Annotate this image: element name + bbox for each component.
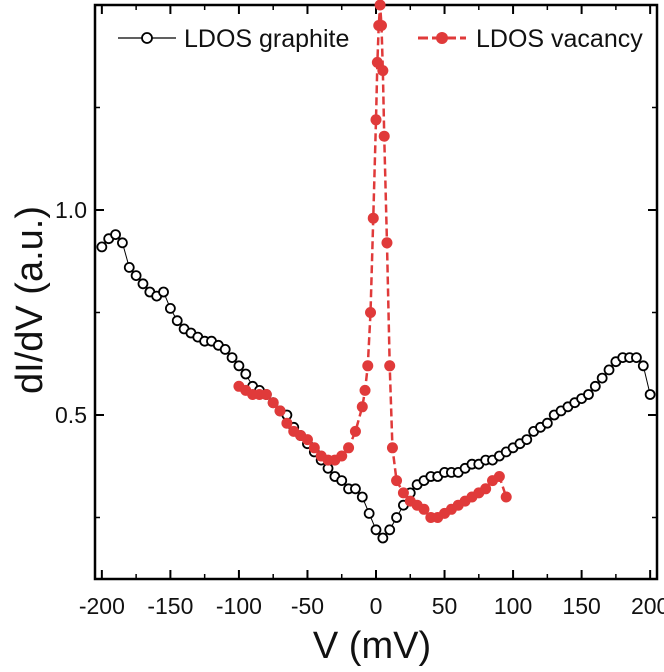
vacancy-point (480, 483, 492, 495)
vacancy-point (418, 503, 430, 515)
y-tick-label: 0.5 (55, 402, 87, 428)
series-ldos-graphite (96, 229, 656, 544)
graphite-point (391, 512, 402, 523)
vacancy-point (384, 360, 396, 372)
vacancy-point (370, 114, 382, 126)
graphite-point (363, 508, 375, 519)
legend-graphite-marker-icon (141, 32, 153, 44)
legend-vacancy-label: LDOS vacancy (476, 25, 643, 53)
x-tick-label: -200 (79, 593, 125, 619)
graphite-point (521, 434, 533, 446)
vacancy-point (274, 405, 286, 417)
graphite-point (233, 360, 245, 372)
graphite-point (631, 352, 642, 364)
graphite-point (171, 315, 183, 327)
vacancy-point (375, 20, 387, 31)
graphite-line (101, 233, 651, 539)
graphite-point (137, 278, 149, 290)
graphite-point (226, 352, 238, 364)
vacancy-point (356, 401, 368, 413)
x-tick-label: 50 (432, 593, 458, 619)
graphite-point (336, 475, 348, 487)
vacancy-line (238, 4, 508, 519)
y-tick-labels: 0.5 1.0 (55, 197, 87, 428)
vacancy-point (377, 65, 389, 77)
legend: LDOS graphite LDOS vacancy (118, 25, 643, 53)
vacancy-point (362, 360, 374, 372)
x-tick-label: 150 (562, 593, 600, 619)
graphite-point (377, 532, 389, 544)
series-ldos-vacancy (233, 0, 512, 523)
vacancy-point (374, 0, 386, 11)
graphite-point (356, 491, 368, 503)
vacancy-point (386, 442, 398, 454)
x-tick-label: -150 (147, 593, 193, 619)
graphite-point (123, 261, 135, 273)
vacancy-point (371, 56, 383, 68)
vacancy-point (367, 212, 379, 224)
x-tick-label: 100 (494, 593, 532, 619)
vacancy-point (343, 442, 355, 454)
y-tick-label: 1.0 (55, 197, 87, 223)
legend-graphite-label: LDOS graphite (184, 25, 349, 53)
graphite-point (644, 389, 656, 400)
graphite-point (240, 368, 252, 380)
graphite-point (541, 417, 553, 429)
graphite-point (637, 360, 649, 372)
vacancy-point (381, 237, 393, 249)
vacancy-point (349, 425, 361, 437)
vacancy-point (378, 130, 390, 142)
graphite-point (96, 241, 108, 253)
vacancy-point (260, 389, 272, 400)
vacancy-point (397, 487, 409, 499)
graphite-point (164, 302, 176, 314)
vacancy-point (308, 442, 320, 454)
x-axis-title: V (mV) (313, 625, 431, 667)
graphite-point (384, 524, 396, 536)
graphite-point (158, 286, 169, 298)
graphite-point (596, 372, 608, 384)
graphite-point (219, 343, 231, 355)
vacancy-point (493, 471, 505, 482)
graphite-point (603, 364, 615, 376)
x-tick-labels: -200 -150 -100 -50 0 50 100 150 200 (79, 593, 664, 619)
vacancy-point (391, 475, 403, 487)
vacancy-point (336, 450, 348, 462)
x-tick-label: 0 (370, 593, 383, 619)
vacancy-point (359, 384, 371, 396)
graphite-point (117, 237, 128, 249)
vacancy-point (365, 307, 377, 318)
vacancy-point (267, 397, 279, 409)
x-tick-label: -100 (216, 593, 262, 619)
y-axis-title: dI/dV (a.u.) (9, 206, 51, 394)
vacancy-point (301, 434, 313, 446)
graphite-point (583, 389, 594, 400)
graphite-point (350, 483, 361, 495)
legend-vacancy-marker-icon (436, 32, 448, 44)
graphite-point (370, 524, 382, 536)
graphite-point (130, 270, 142, 282)
x-tick-label: 200 (631, 593, 664, 619)
graphite-point (589, 380, 601, 392)
x-tick-label: -50 (291, 593, 324, 619)
axis-ticks (95, 5, 657, 579)
vacancy-point (281, 417, 293, 429)
vacancy-point (500, 491, 512, 503)
graphite-point (110, 229, 121, 241)
